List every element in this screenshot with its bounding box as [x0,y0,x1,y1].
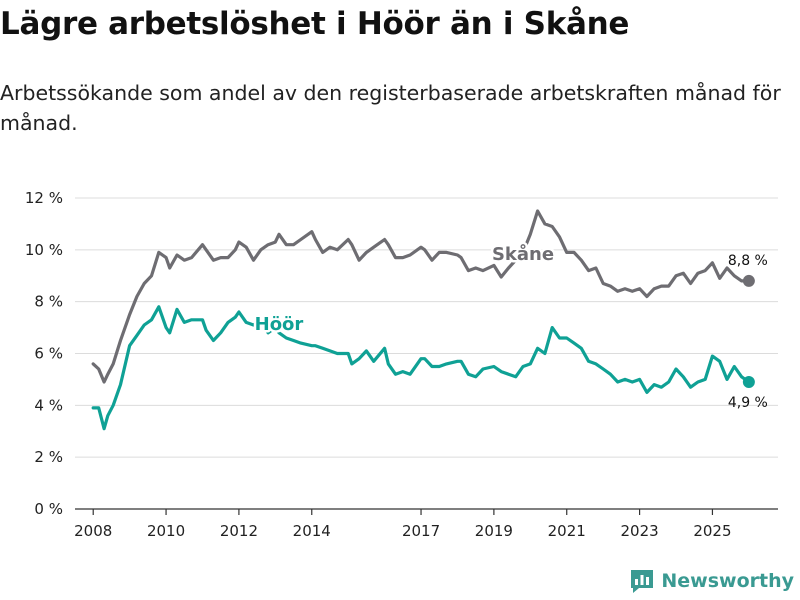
chart-subtitle: Arbetssökande som andel av den registerb… [0,81,781,135]
newsworthy-logo: Newsworthy [629,568,794,594]
y-tick-label: 4 % [34,396,63,414]
line-chart: 0 % 2 % 4 % 6 % 8 % 10 % 12 % 2008 2010 2012 2014… [25,189,778,540]
x-axis: 2008 2010 2012 2014 2017 2019 2021 2023 2025 [74,509,732,540]
x-tick-label: 2019 [475,522,513,540]
x-tick-label: 2025 [693,522,731,540]
x-tick-label: 2021 [548,522,586,540]
y-axis: 0 % 2 % 4 % 6 % 8 % 10 % 12 % [25,189,63,518]
series-lines [91,209,755,431]
chart-title: Lägre arbetslöshet i Höör än i Skåne [0,6,630,42]
y-tick-label: 0 % [34,500,63,518]
x-tick-label: 2012 [220,522,258,540]
x-tick-label: 2023 [620,522,658,540]
series-end-label-skane: 8,8 % [728,253,768,269]
x-tick-label: 2017 [402,522,440,540]
series-labels: 8,8 % 4,9 % Skåne Höör [252,241,768,411]
y-tick-label: 2 % [34,448,63,466]
series-end-dot-skane [742,274,755,287]
series-line-skane [91,209,751,384]
x-tick-label: 2010 [147,522,185,540]
y-tick-label: 8 % [34,293,63,311]
newsworthy-logo-icon [631,570,654,593]
y-tick-label: 6 % [34,345,63,363]
y-tick-label: 12 % [25,189,63,207]
series-end-dot-hoor [742,376,755,389]
newsworthy-logo-text: Newsworthy [661,570,794,592]
series-line-hoor [91,305,751,431]
grid-lines [75,197,778,510]
series-name-label-skane: Skåne [492,243,554,265]
x-tick-label: 2008 [74,522,112,540]
series-name-label-hoor: Höör [255,314,304,335]
x-tick-label: 2014 [293,522,331,540]
series-end-label-hoor: 4,9 % [728,395,768,411]
y-tick-label: 10 % [25,241,63,259]
